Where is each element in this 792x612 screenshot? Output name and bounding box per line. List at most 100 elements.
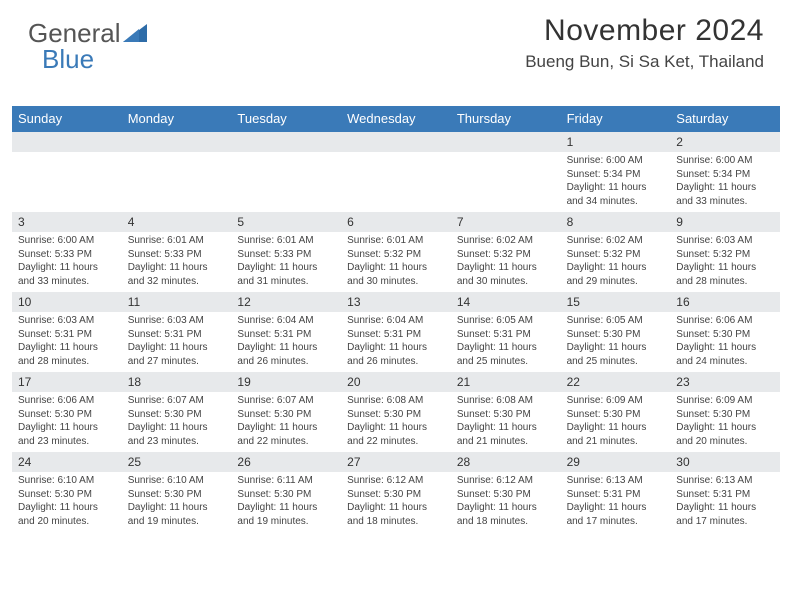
- day-number: 7: [451, 212, 561, 232]
- daylight-line: Daylight: 11 hours and 24 minutes.: [676, 341, 774, 368]
- day-detail: Sunrise: 6:12 AMSunset: 5:30 PMDaylight:…: [341, 472, 451, 532]
- day-detail: Sunrise: 6:00 AMSunset: 5:33 PMDaylight:…: [12, 232, 122, 292]
- sunrise-line: Sunrise: 6:01 AM: [237, 234, 335, 248]
- day-cell: [451, 152, 561, 212]
- day-number: 25: [122, 452, 232, 472]
- day-header-row: Sunday Monday Tuesday Wednesday Thursday…: [12, 106, 780, 132]
- sunset-line: Sunset: 5:30 PM: [347, 408, 445, 422]
- day-detail: Sunrise: 6:10 AMSunset: 5:30 PMDaylight:…: [122, 472, 232, 532]
- day-cell: Sunrise: 6:02 AMSunset: 5:32 PMDaylight:…: [561, 232, 671, 292]
- daylight-line: Daylight: 11 hours and 25 minutes.: [567, 341, 665, 368]
- day-detail: [451, 152, 561, 158]
- sunrise-line: Sunrise: 6:13 AM: [567, 474, 665, 488]
- day-header-fri: Friday: [561, 106, 671, 132]
- sunrise-line: Sunrise: 6:01 AM: [128, 234, 226, 248]
- day-cell: Sunrise: 6:08 AMSunset: 5:30 PMDaylight:…: [451, 392, 561, 452]
- day-detail: Sunrise: 6:00 AMSunset: 5:34 PMDaylight:…: [670, 152, 780, 212]
- week-detail-row: Sunrise: 6:06 AMSunset: 5:30 PMDaylight:…: [12, 392, 780, 452]
- sunset-line: Sunset: 5:30 PM: [18, 408, 116, 422]
- day-cell: Sunrise: 6:01 AMSunset: 5:33 PMDaylight:…: [231, 232, 341, 292]
- sunrise-line: Sunrise: 6:09 AM: [676, 394, 774, 408]
- day-detail: Sunrise: 6:10 AMSunset: 5:30 PMDaylight:…: [12, 472, 122, 532]
- day-number: 6: [341, 212, 451, 232]
- daylight-line: Daylight: 11 hours and 18 minutes.: [347, 501, 445, 528]
- day-detail: Sunrise: 6:09 AMSunset: 5:30 PMDaylight:…: [670, 392, 780, 452]
- day-number: 15: [561, 292, 671, 312]
- sunset-line: Sunset: 5:34 PM: [676, 168, 774, 182]
- daylight-line: Daylight: 11 hours and 17 minutes.: [567, 501, 665, 528]
- day-number: 30: [670, 452, 780, 472]
- day-detail: Sunrise: 6:05 AMSunset: 5:30 PMDaylight:…: [561, 312, 671, 372]
- day-detail: Sunrise: 6:01 AMSunset: 5:32 PMDaylight:…: [341, 232, 451, 292]
- sunrise-line: Sunrise: 6:11 AM: [237, 474, 335, 488]
- sunset-line: Sunset: 5:31 PM: [128, 328, 226, 342]
- daylight-line: Daylight: 11 hours and 30 minutes.: [457, 261, 555, 288]
- day-header-sat: Saturday: [670, 106, 780, 132]
- day-detail: Sunrise: 6:01 AMSunset: 5:33 PMDaylight:…: [231, 232, 341, 292]
- sunset-line: Sunset: 5:32 PM: [567, 248, 665, 262]
- daylight-line: Daylight: 11 hours and 28 minutes.: [18, 341, 116, 368]
- day-cell: Sunrise: 6:13 AMSunset: 5:31 PMDaylight:…: [561, 472, 671, 532]
- day-cell: Sunrise: 6:01 AMSunset: 5:33 PMDaylight:…: [122, 232, 232, 292]
- sunrise-line: Sunrise: 6:00 AM: [18, 234, 116, 248]
- sunset-line: Sunset: 5:30 PM: [18, 488, 116, 502]
- day-cell: Sunrise: 6:04 AMSunset: 5:31 PMDaylight:…: [231, 312, 341, 372]
- sunrise-line: Sunrise: 6:00 AM: [567, 154, 665, 168]
- daylight-line: Daylight: 11 hours and 22 minutes.: [347, 421, 445, 448]
- day-cell: Sunrise: 6:04 AMSunset: 5:31 PMDaylight:…: [341, 312, 451, 372]
- day-detail: Sunrise: 6:12 AMSunset: 5:30 PMDaylight:…: [451, 472, 561, 532]
- day-header-tue: Tuesday: [231, 106, 341, 132]
- sunset-line: Sunset: 5:34 PM: [567, 168, 665, 182]
- daylight-line: Daylight: 11 hours and 22 minutes.: [237, 421, 335, 448]
- day-cell: [122, 152, 232, 212]
- sunrise-line: Sunrise: 6:00 AM: [676, 154, 774, 168]
- sunrise-line: Sunrise: 6:02 AM: [457, 234, 555, 248]
- day-number: 14: [451, 292, 561, 312]
- sunrise-line: Sunrise: 6:10 AM: [128, 474, 226, 488]
- sunrise-line: Sunrise: 6:01 AM: [347, 234, 445, 248]
- daylight-line: Daylight: 11 hours and 20 minutes.: [676, 421, 774, 448]
- day-number: 5: [231, 212, 341, 232]
- day-detail: Sunrise: 6:01 AMSunset: 5:33 PMDaylight:…: [122, 232, 232, 292]
- week-detail-row: Sunrise: 6:00 AMSunset: 5:34 PMDaylight:…: [12, 152, 780, 212]
- month-title: November 2024: [525, 14, 764, 48]
- day-detail: [341, 152, 451, 158]
- week-daynum-row: 24252627282930: [12, 452, 780, 472]
- day-number: 17: [12, 372, 122, 392]
- day-cell: Sunrise: 6:05 AMSunset: 5:30 PMDaylight:…: [561, 312, 671, 372]
- daylight-line: Daylight: 11 hours and 28 minutes.: [676, 261, 774, 288]
- sunrise-line: Sunrise: 6:02 AM: [567, 234, 665, 248]
- day-number: 11: [122, 292, 232, 312]
- calendar: Sunday Monday Tuesday Wednesday Thursday…: [12, 106, 780, 532]
- sunset-line: Sunset: 5:31 PM: [347, 328, 445, 342]
- day-cell: Sunrise: 6:09 AMSunset: 5:30 PMDaylight:…: [561, 392, 671, 452]
- day-cell: Sunrise: 6:01 AMSunset: 5:32 PMDaylight:…: [341, 232, 451, 292]
- sunset-line: Sunset: 5:30 PM: [457, 408, 555, 422]
- header-right: November 2024 Bueng Bun, Si Sa Ket, Thai…: [525, 14, 764, 72]
- week-detail-row: Sunrise: 6:00 AMSunset: 5:33 PM Daylight:…: [12, 232, 780, 292]
- sunrise-line: Sunrise: 6:09 AM: [567, 394, 665, 408]
- day-cell: Sunrise: 6:06 AMSunset: 5:30 PMDaylight:…: [670, 312, 780, 372]
- day-cell: Sunrise: 6:10 AMSunset: 5:30 PMDaylight:…: [122, 472, 232, 532]
- sunrise-line: Sunrise: 6:10 AM: [18, 474, 116, 488]
- sunrise-line: Sunrise: 6:07 AM: [237, 394, 335, 408]
- daylight-line: Daylight: 11 hours and 32 minutes.: [128, 261, 226, 288]
- logo-triangle-icon: [123, 24, 147, 42]
- sunrise-line: Sunrise: 6:08 AM: [457, 394, 555, 408]
- day-number: 20: [341, 372, 451, 392]
- logo-text-blue: Blue: [42, 44, 94, 75]
- sunrise-line: Sunrise: 6:03 AM: [18, 314, 116, 328]
- day-number: 24: [12, 452, 122, 472]
- day-number: 28: [451, 452, 561, 472]
- day-header-sun: Sunday: [12, 106, 122, 132]
- day-detail: Sunrise: 6:03 AMSunset: 5:31 PMDaylight:…: [122, 312, 232, 372]
- day-header-mon: Monday: [122, 106, 232, 132]
- day-number: 8: [561, 212, 671, 232]
- day-number: 19: [231, 372, 341, 392]
- sunrise-line: Sunrise: 6:08 AM: [347, 394, 445, 408]
- day-cell: Sunrise: 6:00 AMSunset: 5:33 PMDaylight:…: [12, 232, 122, 292]
- sunset-line: Sunset: 5:33 PM: [18, 248, 116, 262]
- day-number: 26: [231, 452, 341, 472]
- day-number: 1: [561, 132, 671, 152]
- sunrise-line: Sunrise: 6:06 AM: [18, 394, 116, 408]
